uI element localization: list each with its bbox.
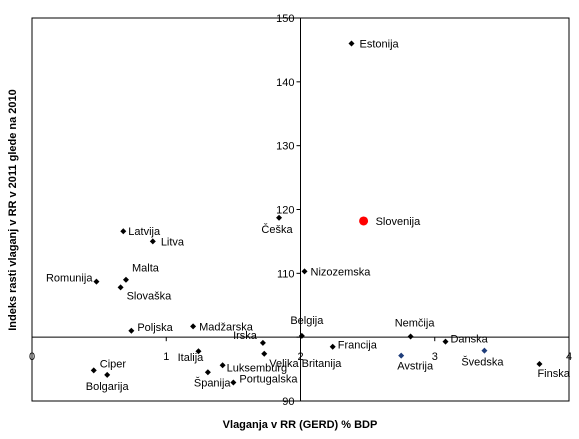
- point-malta: [122, 276, 129, 283]
- y-tick-label: 110: [277, 268, 295, 280]
- point-francija: [329, 343, 336, 350]
- point-irska: [259, 339, 266, 346]
- point-češka-label: Češka: [261, 223, 293, 236]
- point-portugalska: [230, 379, 237, 386]
- point-danska-label: Danska: [450, 334, 488, 346]
- point-slovaška: [117, 284, 124, 291]
- point-finska-label: Finska: [537, 368, 570, 380]
- point-slovenija-label: Slovenija: [376, 216, 422, 228]
- x-tick-label: 3: [432, 351, 438, 363]
- x-tick-label: 4: [566, 351, 572, 363]
- point-avstrija: [398, 352, 405, 359]
- point-madžarska: [190, 323, 197, 330]
- point-romunija: [93, 278, 100, 285]
- point-litva-label: Litva: [161, 236, 185, 248]
- point-španija: [204, 369, 211, 376]
- point-madžarska-label: Madžarska: [199, 321, 254, 333]
- x-tick-label: 0: [29, 351, 35, 363]
- x-axis-title: Vlaganja v RR (GERD) % BDP: [223, 419, 378, 431]
- point-latvija: [120, 228, 127, 235]
- y-axis-title: Indeks rasti vlaganj v RR v 2011 glede n…: [7, 89, 19, 331]
- point-poljska-label: Poljska: [137, 322, 173, 334]
- point-slovenija: [359, 216, 369, 226]
- point-bolgarija: [104, 371, 111, 378]
- x-tick-label: 2: [297, 351, 303, 363]
- point-irska-label: Irska: [233, 330, 258, 342]
- point-danska: [442, 338, 449, 345]
- y-tick-label: 130: [276, 141, 294, 153]
- point-nemčija: [407, 333, 414, 340]
- point-estonija-label: Estonija: [360, 39, 400, 51]
- point-luksemburg: [219, 362, 226, 369]
- data-points: [90, 40, 543, 386]
- x-ticks: 0 1 2 3 4: [29, 337, 572, 363]
- point-nizozemska: [301, 268, 308, 275]
- point-malta-label: Malta: [132, 263, 160, 275]
- point-nizozemska-label: Nizozemska: [311, 266, 372, 278]
- point-ciper-label: Ciper: [100, 358, 127, 370]
- point-nemčija-label: Nemčija: [395, 318, 436, 330]
- point-velika-britanija: [261, 350, 268, 357]
- point-avstrija-label: Avstrija: [397, 361, 434, 373]
- point-slovaška-label: Slovaška: [127, 290, 173, 302]
- point-velika-britanija-label: Velika Britanija: [269, 358, 342, 370]
- y-tick-label: 120: [276, 205, 294, 217]
- point-francija-label: Francija: [338, 340, 378, 352]
- point-švedska: [481, 347, 488, 354]
- point-italija: [195, 348, 202, 355]
- point-belgija: [298, 332, 305, 339]
- point-luksemburg-label: Luksemburg: [227, 362, 288, 374]
- point-poljska: [128, 327, 135, 334]
- y-tick-label: 150: [276, 13, 294, 25]
- y-ticks: 90 110 120 130 140 150: [276, 13, 301, 408]
- point-portugalska-label: Portugalska: [239, 373, 298, 385]
- point-finska: [536, 360, 543, 367]
- x-tick-label: 1: [163, 351, 169, 363]
- point-litva: [149, 238, 156, 245]
- point-italija-label: Italija: [178, 352, 205, 364]
- point-estonija: [348, 40, 355, 47]
- y-tick-label: 90: [282, 396, 294, 408]
- point-bolgarija-label: Bolgarija: [86, 381, 130, 393]
- point-češka: [276, 214, 283, 221]
- point-belgija-label: Belgija: [290, 315, 324, 327]
- point-romunija-label: Romunija: [46, 273, 93, 285]
- point-švedska-label: Švedska: [461, 356, 504, 369]
- point-ciper: [90, 367, 97, 374]
- point-latvija-label: Latvija: [128, 226, 161, 238]
- point-španija-label: Španija: [194, 376, 232, 389]
- y-tick-label: 140: [276, 77, 294, 89]
